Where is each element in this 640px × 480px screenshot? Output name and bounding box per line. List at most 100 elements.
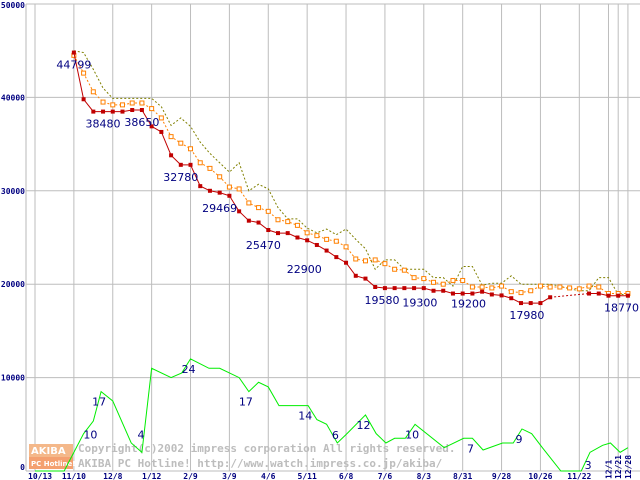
- data-point-min: [198, 184, 203, 189]
- logo-bottom-text: PC Hotline!: [31, 460, 75, 468]
- price-value-label: 19200: [451, 298, 486, 311]
- data-point-min: [217, 190, 222, 195]
- data-point-average: [372, 257, 378, 263]
- data-point-average: [362, 258, 368, 264]
- logo-bottom-bg: [29, 457, 73, 469]
- price-value-label: 17980: [509, 309, 544, 322]
- price-value-label: 19300: [402, 297, 437, 310]
- data-point-average: [139, 100, 145, 106]
- data-point-min: [81, 97, 86, 102]
- data-point-average: [188, 146, 194, 152]
- data-point-average: [518, 290, 524, 296]
- data-point-min: [509, 296, 514, 301]
- data-point-min: [256, 220, 261, 225]
- data-point-average: [90, 89, 96, 95]
- data-point-average: [100, 99, 106, 105]
- data-point-average: [411, 275, 417, 281]
- data-point-min: [412, 286, 417, 291]
- data-point-average: [547, 284, 553, 290]
- data-point-min: [169, 153, 174, 158]
- data-point-min: [178, 162, 183, 167]
- x-tick-label: 12/21: [614, 455, 623, 479]
- count-value-label: 12: [357, 419, 371, 432]
- x-tick-label: 6/8: [339, 472, 354, 480]
- data-point-average: [246, 200, 252, 206]
- x-tick-label: 4/6: [261, 472, 276, 480]
- y-tick-label: 40000: [1, 93, 25, 102]
- data-point-average: [129, 100, 135, 106]
- price-value-label: 19580: [365, 294, 400, 307]
- data-point-average: [469, 284, 475, 290]
- count-value-label: 17: [92, 396, 106, 409]
- y-axis: 50000 40000 30000 20000 10000 0: [1, 1, 25, 472]
- data-point-min: [276, 231, 280, 236]
- data-point-min: [71, 50, 76, 55]
- data-point-average: [168, 134, 174, 140]
- data-point-min: [470, 291, 475, 296]
- data-point-min: [101, 109, 106, 114]
- price-value-label: 32780: [163, 171, 198, 184]
- data-point-min: [207, 188, 212, 193]
- data-point-average: [392, 266, 398, 272]
- logo-top-text: AKIBA: [31, 446, 66, 457]
- data-point-min: [334, 255, 339, 260]
- data-point-min: [314, 242, 319, 247]
- x-tick-label: 2/9: [183, 472, 198, 480]
- data-point-min: [344, 260, 349, 265]
- x-tick-label: 8/3: [417, 472, 432, 480]
- price-value-label: 29469: [202, 202, 237, 215]
- data-point-average: [421, 276, 427, 282]
- series-line-max: [73, 50, 628, 295]
- data-point-min: [596, 291, 601, 296]
- watermark: AKIBA PC Hotline! Copyright(c)2002 impre…: [29, 442, 456, 470]
- data-point-average: [576, 286, 582, 292]
- count-value-label: 10: [83, 428, 97, 441]
- data-point-average: [226, 184, 232, 190]
- data-point-average: [275, 217, 281, 223]
- grid: [25, 3, 640, 472]
- copyright-text: Copyright(c)2002 impress corporation All…: [78, 442, 456, 455]
- series-line-count: [35, 358, 629, 472]
- data-point-min: [227, 193, 232, 198]
- x-tick-label: 10/13: [28, 472, 52, 480]
- x-tick-label: 12/28: [624, 455, 633, 479]
- x-tick-label: 10/26: [528, 472, 552, 480]
- data-point-average: [110, 102, 116, 108]
- data-point-min: [519, 301, 523, 306]
- y-tick-label: 0: [20, 463, 25, 472]
- data-point-average: [596, 284, 602, 290]
- data-point-min: [353, 273, 358, 278]
- data-point-min: [237, 209, 242, 214]
- data-point-average: [217, 174, 223, 180]
- data-point-min: [110, 109, 115, 114]
- data-point-min: [363, 276, 368, 281]
- count-value-label: 10: [405, 428, 419, 441]
- x-axis: 10/13 11/10 12/8 1/12 2/9 3/9 4/6 5/11 6/8 7/6 8/3…: [28, 455, 633, 480]
- price-value-label: 18770: [604, 302, 639, 315]
- data-point-average: [197, 160, 203, 166]
- count-value-label: 3: [585, 459, 592, 472]
- site-url-text: AKIBA PC Hotline! http://www.watch.impre…: [78, 457, 443, 470]
- count-value-label: 7: [467, 442, 474, 455]
- data-point-average: [382, 261, 388, 267]
- data-point-min: [305, 238, 310, 243]
- data-point-average: [149, 106, 155, 112]
- x-tick-label: 12/8: [103, 472, 122, 480]
- data-point-min: [528, 301, 533, 306]
- labels-layer: 44799 38480 38650 32780 29469 25470 22900 19580…: [56, 59, 639, 472]
- data-point-min: [421, 286, 426, 291]
- series-layer: [35, 50, 631, 472]
- price-value-label: 44799: [56, 59, 91, 72]
- data-point-average: [557, 284, 563, 290]
- data-point-average: [528, 288, 534, 294]
- data-point-min: [285, 231, 290, 236]
- data-point-min: [402, 286, 407, 291]
- data-point-min: [266, 228, 271, 233]
- data-point-average: [537, 283, 543, 289]
- x-tick-label: 5/11: [298, 472, 317, 480]
- data-point-min: [91, 109, 96, 114]
- data-point-min: [188, 162, 193, 167]
- data-point-average: [499, 283, 505, 289]
- data-point-min: [246, 218, 251, 223]
- price-value-label: 38480: [86, 118, 121, 131]
